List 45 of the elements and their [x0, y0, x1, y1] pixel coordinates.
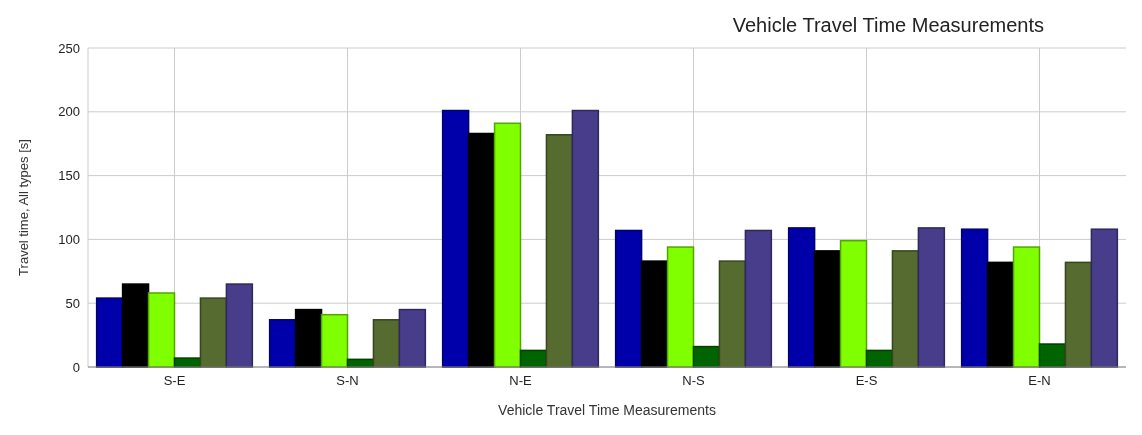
bar	[787, 227, 816, 368]
y-tick-label: 50	[65, 295, 80, 311]
bar	[1090, 228, 1119, 368]
bar	[493, 122, 522, 368]
bar	[614, 229, 643, 368]
y-tick-label: 150	[58, 168, 80, 184]
bar	[1064, 261, 1093, 368]
x-tick-label: N-S	[682, 373, 706, 388]
bar	[917, 227, 946, 368]
bar	[225, 283, 254, 368]
x-axis-title: Vehicle Travel Time Measurements	[498, 402, 716, 418]
bar	[813, 250, 842, 368]
bar	[839, 239, 868, 368]
x-tick-label: N-E	[509, 373, 533, 388]
bar	[960, 228, 989, 368]
bar	[398, 308, 427, 368]
bar	[718, 260, 747, 368]
bar	[571, 109, 600, 368]
y-tick-label: 200	[58, 104, 80, 120]
bar	[268, 319, 297, 368]
y-tick-label: 0	[72, 359, 80, 375]
bar	[372, 319, 401, 368]
x-tick-label: E-S	[855, 373, 878, 388]
bar	[744, 229, 773, 368]
bar	[545, 134, 574, 368]
y-tick-label: 250	[58, 40, 80, 56]
bar	[441, 109, 470, 368]
chart-title: Vehicle Travel Time Measurements	[732, 14, 1044, 36]
x-tick-label: S-N	[336, 373, 359, 388]
bar	[891, 250, 920, 368]
bar	[666, 246, 695, 368]
bar	[121, 283, 150, 368]
bar	[640, 260, 669, 368]
x-tick-label: E-N	[1028, 373, 1051, 388]
bar	[199, 297, 228, 368]
bar	[294, 308, 323, 368]
y-tick-label: 100	[58, 231, 80, 247]
bar	[95, 297, 124, 368]
bar	[467, 132, 496, 368]
bar	[1012, 246, 1041, 368]
y-axis-title: Travel time, All types [s]	[16, 139, 31, 276]
bar	[147, 292, 176, 368]
bar	[320, 313, 349, 368]
bar	[986, 261, 1015, 368]
x-tick-label: S-E	[163, 373, 186, 388]
